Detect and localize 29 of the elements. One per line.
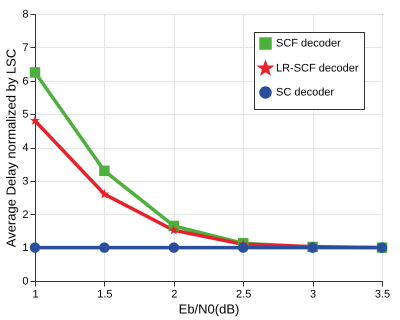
y-axis-title: Average Delay normalized by LSC: [3, 48, 18, 248]
point: [30, 67, 40, 78]
legend-label: LR-SCF decoder: [276, 62, 359, 74]
point: [99, 188, 110, 198]
point: [168, 242, 180, 253]
y-tick-label: 3: [22, 175, 28, 188]
point: [168, 225, 179, 235]
x-tick-label: 1: [32, 288, 39, 300]
y-tick-label: 1: [22, 242, 28, 254]
x-tick-label: 2: [171, 288, 178, 300]
x-tick-label: 1.5: [97, 288, 113, 300]
x-tick-label: 3.5: [374, 288, 390, 300]
y-tick-label: 8: [22, 8, 28, 20]
y-tick-label: 4: [22, 142, 28, 154]
x-tick-label: 3: [310, 288, 316, 300]
point: [99, 166, 110, 176]
legend-label: SCF decoder: [276, 38, 342, 50]
point: [30, 116, 40, 126]
x-axis-title: Eb/N0(dB): [178, 302, 240, 316]
legend-label: SC decoder: [276, 86, 334, 98]
y-tick-label: 6: [22, 75, 28, 88]
y-tick-label: 7: [22, 42, 28, 54]
point: [99, 242, 110, 253]
point: [30, 242, 40, 253]
y-tick-label: 0: [22, 276, 28, 288]
x-tick-label: 2.5: [236, 288, 252, 300]
y-tick-label: 5: [22, 108, 28, 121]
y-tick-label: 2: [22, 208, 28, 221]
point: [238, 242, 248, 253]
